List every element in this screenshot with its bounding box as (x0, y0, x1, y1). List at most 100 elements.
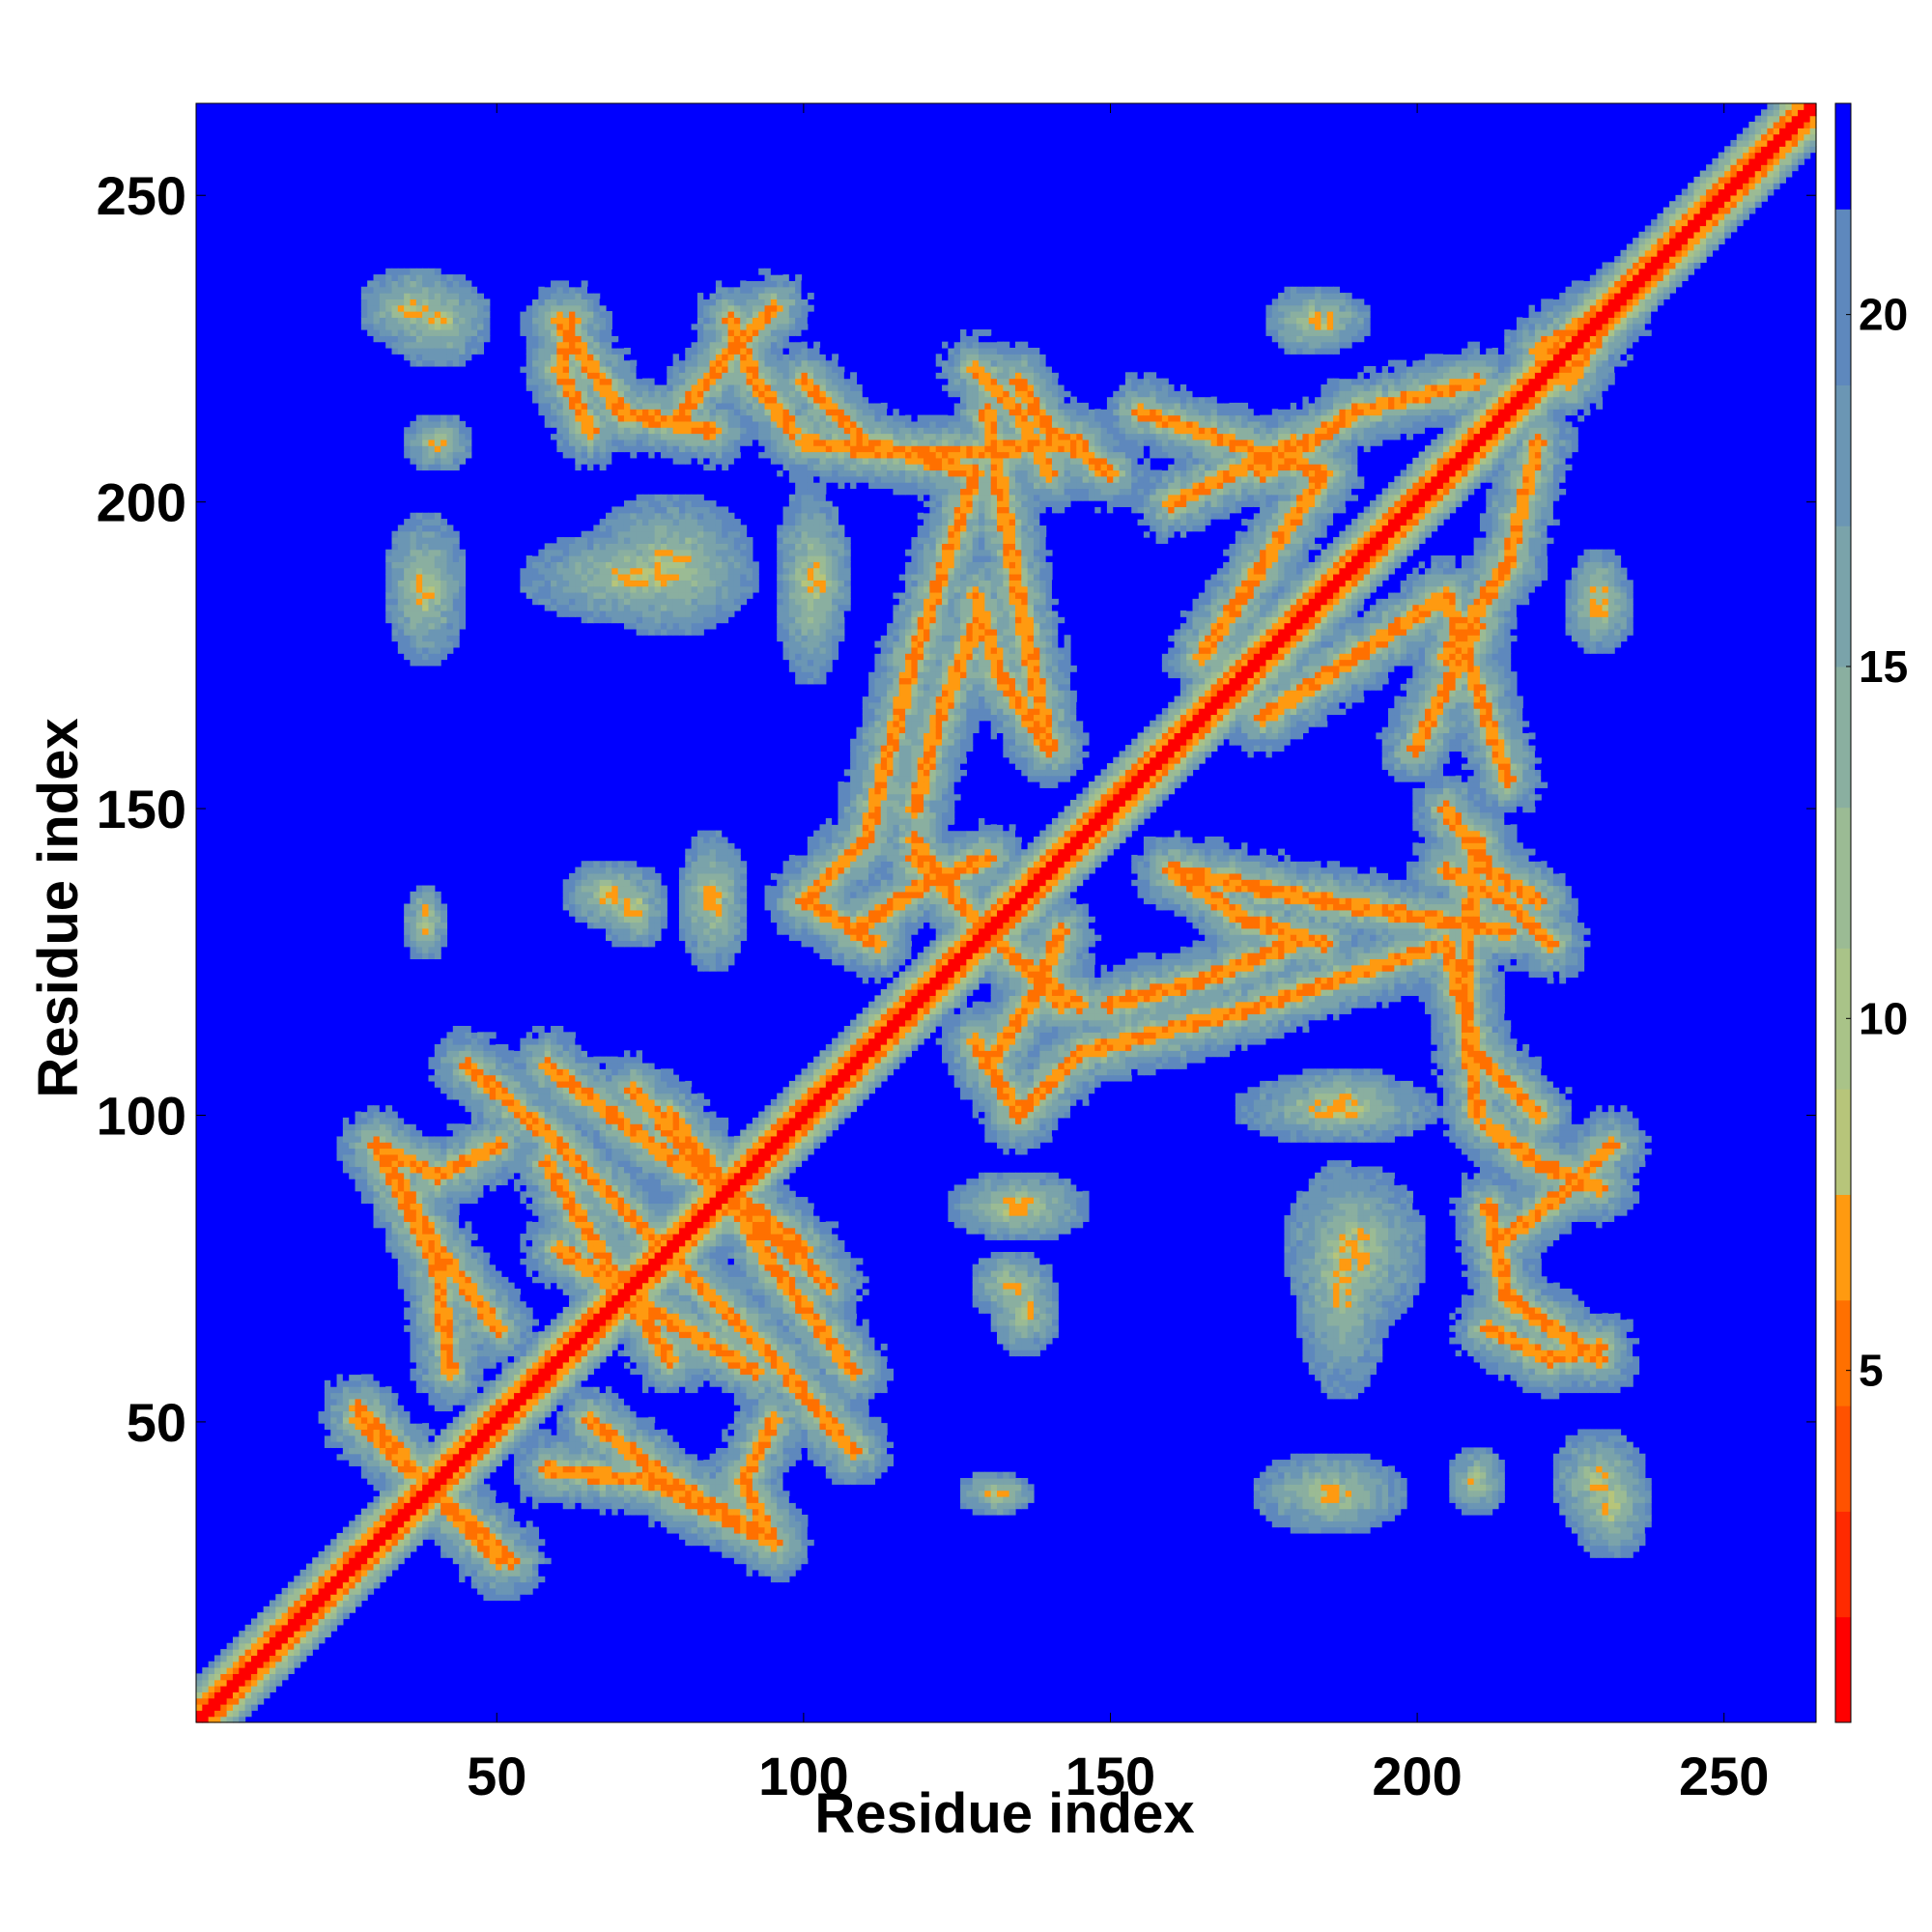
heatmap-cell (569, 555, 576, 562)
heatmap-cell (196, 1691, 203, 1699)
heatmap-cell (551, 1484, 557, 1492)
heatmap-cell (526, 1374, 533, 1381)
heatmap-cell (575, 1319, 582, 1326)
heatmap-cell (532, 1037, 539, 1045)
heatmap-cell (452, 1343, 460, 1350)
heatmap-cell (611, 1148, 619, 1155)
heatmap-cell (587, 1508, 594, 1516)
heatmap-cell (391, 1484, 399, 1492)
heatmap-cell (514, 1569, 521, 1577)
heatmap-cell (575, 347, 582, 355)
heatmap-cell (587, 1331, 594, 1339)
heatmap-cell (470, 1587, 478, 1595)
heatmap-cell (477, 1350, 485, 1357)
heatmap-cell (446, 280, 454, 288)
heatmap-cell (391, 1215, 399, 1222)
heatmap-cell (342, 1569, 350, 1577)
heatmap-cell (336, 1379, 344, 1387)
heatmap-cell (239, 1691, 246, 1699)
heatmap-cell (587, 1447, 594, 1455)
heatmap-cell (575, 1471, 582, 1479)
heatmap-cell (532, 1269, 539, 1277)
heatmap-cell (452, 335, 460, 343)
heatmap-cell (428, 1526, 436, 1534)
heatmap-cell (440, 1319, 448, 1326)
heatmap-cell (593, 549, 601, 556)
heatmap-cell (263, 1667, 270, 1674)
heatmap-cell (562, 390, 570, 398)
heatmap-cell (520, 1043, 527, 1051)
heatmap-cell (373, 1117, 381, 1124)
heatmap-cell (415, 585, 423, 593)
heatmap-cell (581, 1074, 588, 1082)
heatmap-cell (465, 1153, 472, 1161)
heatmap-cell (569, 1306, 576, 1314)
heatmap-cell (404, 640, 412, 648)
heatmap-cell (562, 1129, 570, 1137)
heatmap-cell (556, 1197, 564, 1205)
heatmap-cell (569, 909, 576, 917)
heatmap-cell (404, 1447, 412, 1455)
heatmap-cell (575, 1300, 582, 1308)
heatmap-cell (606, 1227, 612, 1235)
heatmap-cell (501, 1569, 509, 1577)
heatmap-cell (470, 1184, 478, 1192)
heatmap-cell (452, 1495, 460, 1503)
heatmap-cell (465, 341, 472, 349)
heatmap-cell (360, 1166, 368, 1174)
heatmap-cell (575, 543, 582, 551)
heatmap-cell (324, 1392, 331, 1400)
heatmap-cell (434, 1282, 441, 1290)
heatmap-cell (544, 304, 552, 312)
heatmap-cell (404, 1532, 412, 1540)
heatmap-cell (617, 1208, 625, 1216)
heatmap-cell (507, 1098, 515, 1106)
heatmap-cell (599, 1379, 607, 1387)
heatmap-cell (452, 1368, 460, 1376)
heatmap-cell (422, 1441, 430, 1448)
heatmap-cell (606, 1386, 612, 1394)
heatmap-cell (360, 1123, 368, 1131)
heatmap-cell (538, 580, 546, 587)
heatmap-cell (446, 1208, 454, 1216)
heatmap-cell (410, 549, 417, 556)
heatmap-cell (373, 1416, 381, 1424)
heatmap-cell (496, 1576, 503, 1583)
heatmap-cell (520, 1234, 527, 1240)
heatmap-cell (526, 1227, 533, 1235)
heatmap-cell (360, 1135, 368, 1143)
heatmap-cell (526, 365, 533, 373)
heatmap-cell (593, 384, 601, 391)
heatmap-cell (379, 304, 386, 312)
heatmap-cell (434, 1203, 441, 1210)
heatmap-cell (452, 1129, 460, 1137)
heatmap-cell (538, 1368, 546, 1376)
heatmap-cell (593, 451, 601, 459)
heatmap-cell (415, 1190, 423, 1198)
heatmap-cell (520, 1324, 527, 1332)
heatmap-cell (391, 585, 399, 593)
heatmap-cell (520, 372, 527, 380)
heatmap-cell (452, 567, 460, 575)
heatmap-cell (446, 1306, 454, 1314)
heatmap-cell (404, 1313, 412, 1321)
heatmap-cell (465, 1405, 472, 1412)
heatmap-cell (213, 1686, 221, 1692)
heatmap-cell (342, 1563, 350, 1571)
heatmap-cell (556, 1135, 564, 1143)
heatmap-cell (379, 280, 386, 288)
heatmap-cell (452, 610, 460, 617)
heatmap-cell (385, 1465, 393, 1473)
heatmap-cell (422, 323, 430, 330)
heatmap-cell (367, 1117, 375, 1124)
heatmap-cell (556, 293, 564, 299)
heatmap-cell (391, 1172, 399, 1179)
heatmap-cell (593, 1319, 601, 1326)
heatmap-cell (489, 1386, 497, 1394)
heatmap-cell (606, 1453, 612, 1461)
heatmap-cell (489, 1447, 497, 1455)
heatmap-cell (514, 1460, 521, 1466)
heatmap-cell (556, 1460, 564, 1466)
heatmap-cell (452, 304, 460, 312)
heatmap-cell (501, 1093, 509, 1100)
